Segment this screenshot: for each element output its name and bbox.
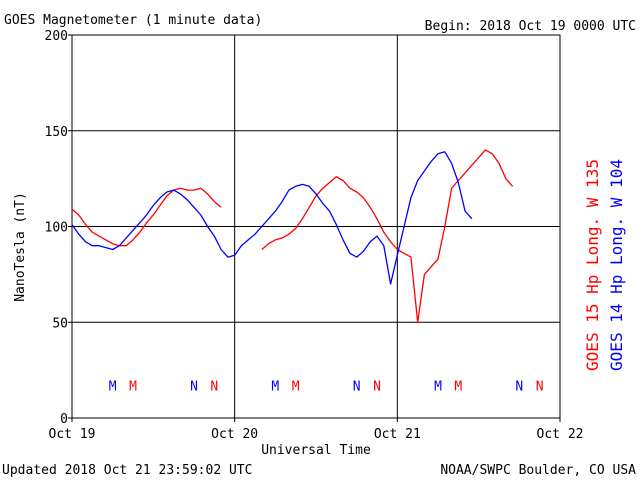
series-layer bbox=[71, 149, 514, 323]
event-marker-label: N bbox=[515, 379, 523, 394]
x-tick-label: Oct 21 bbox=[374, 427, 421, 442]
event-marker-label: M bbox=[292, 379, 300, 394]
event-marker-label: M bbox=[434, 379, 442, 394]
y-tick-label: 0 bbox=[60, 412, 68, 427]
event-marker-label: N bbox=[373, 379, 381, 394]
updated-timestamp: Updated 2018 Oct 21 23:59:02 UTC bbox=[2, 463, 252, 478]
x-axis-ticks: Oct 19 Oct 20 Oct 21 Oct 22 bbox=[49, 418, 584, 442]
series-line-goes15 bbox=[71, 149, 514, 323]
event-marker-label: M bbox=[454, 379, 462, 394]
legend-goes15-label: GOES 15 Hp Long. W 135 bbox=[583, 159, 602, 371]
x-tick-label: Oct 22 bbox=[537, 427, 584, 442]
event-marker-label: M bbox=[271, 379, 279, 394]
data-source: NOAA/SWPC Boulder, CO USA bbox=[440, 463, 636, 478]
grid-lines bbox=[72, 35, 560, 418]
event-marker-label: M bbox=[129, 379, 137, 394]
x-axis-label: Universal Time bbox=[261, 443, 371, 458]
legend-goes14-label: GOES 14 Hp Long. W 104 bbox=[607, 159, 626, 371]
y-tick-label: 200 bbox=[45, 29, 68, 44]
y-axis-label: NanoTesla (nT) bbox=[13, 192, 28, 302]
y-axis-ticks: 0 50 100 150 200 bbox=[45, 29, 72, 427]
y-tick-label: 150 bbox=[45, 125, 68, 140]
event-marker-label: M bbox=[109, 379, 117, 394]
y-tick-label: 50 bbox=[52, 316, 68, 331]
x-tick-label: Oct 20 bbox=[211, 427, 258, 442]
event-marker-label: N bbox=[190, 379, 198, 394]
x-tick-label: Oct 19 bbox=[49, 427, 96, 442]
event-marker-label: N bbox=[353, 379, 361, 394]
event-marker-label: N bbox=[210, 379, 218, 394]
series-line-goes14 bbox=[71, 151, 473, 285]
event-marker-label: N bbox=[536, 379, 544, 394]
begin-timestamp: Begin: 2018 Oct 19 0000 UTC bbox=[425, 19, 636, 34]
y-tick-label: 100 bbox=[45, 221, 68, 236]
chart-title: GOES Magnetometer (1 minute data) bbox=[4, 13, 262, 28]
legend: GOES 15 Hp Long. W 135 GOES 14 Hp Long. W… bbox=[583, 159, 626, 371]
